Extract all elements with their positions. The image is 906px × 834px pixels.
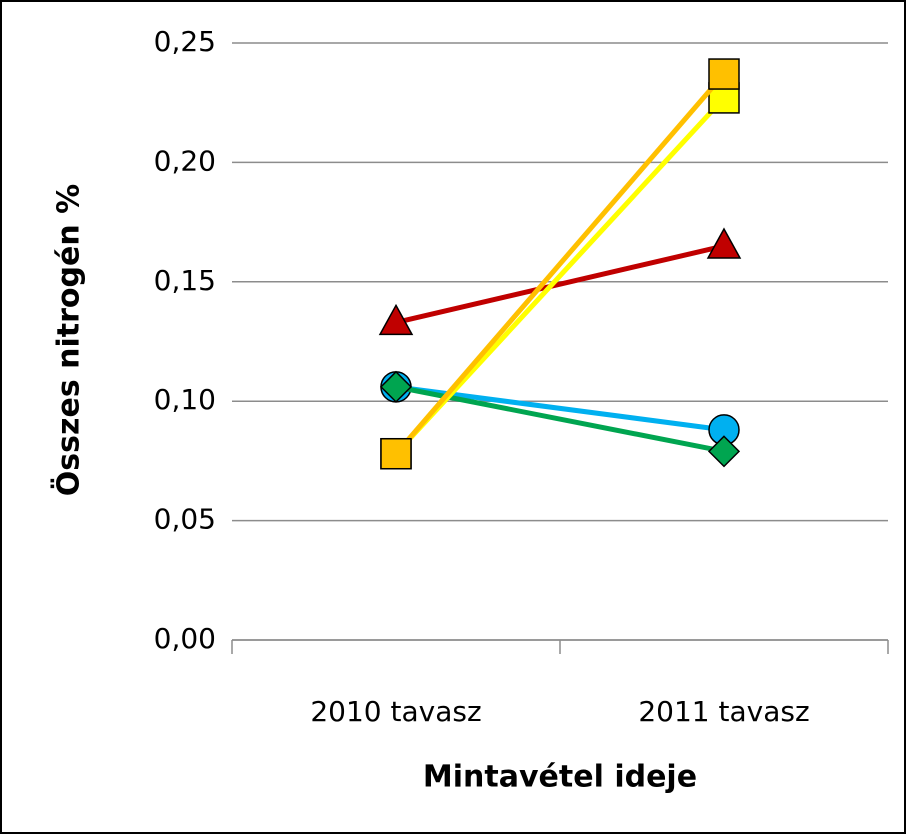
marker bbox=[378, 303, 414, 336]
y-axis-title: Összes nitrogén % bbox=[50, 184, 87, 496]
line bbox=[395, 243, 725, 325]
marker bbox=[379, 370, 413, 403]
y-tick-label: 0,05 bbox=[154, 503, 216, 536]
y-tick-label: 0,20 bbox=[154, 144, 216, 177]
marker bbox=[707, 435, 741, 468]
line bbox=[394, 96, 726, 456]
y-tick-label: 0,25 bbox=[154, 25, 216, 58]
marker bbox=[380, 437, 412, 470]
x-tick-label: 2011 tavasz bbox=[638, 695, 809, 728]
x-tick-label: 2010 tavasz bbox=[310, 695, 481, 728]
x-axis-title: Mintavétel ideje bbox=[423, 760, 697, 795]
marker bbox=[706, 227, 742, 259]
y-tick-label: 0,15 bbox=[154, 264, 216, 297]
line bbox=[394, 72, 726, 456]
y-tick-label: 0,10 bbox=[154, 383, 216, 416]
y-tick-label: 0,00 bbox=[154, 622, 216, 655]
marker bbox=[708, 58, 740, 90]
